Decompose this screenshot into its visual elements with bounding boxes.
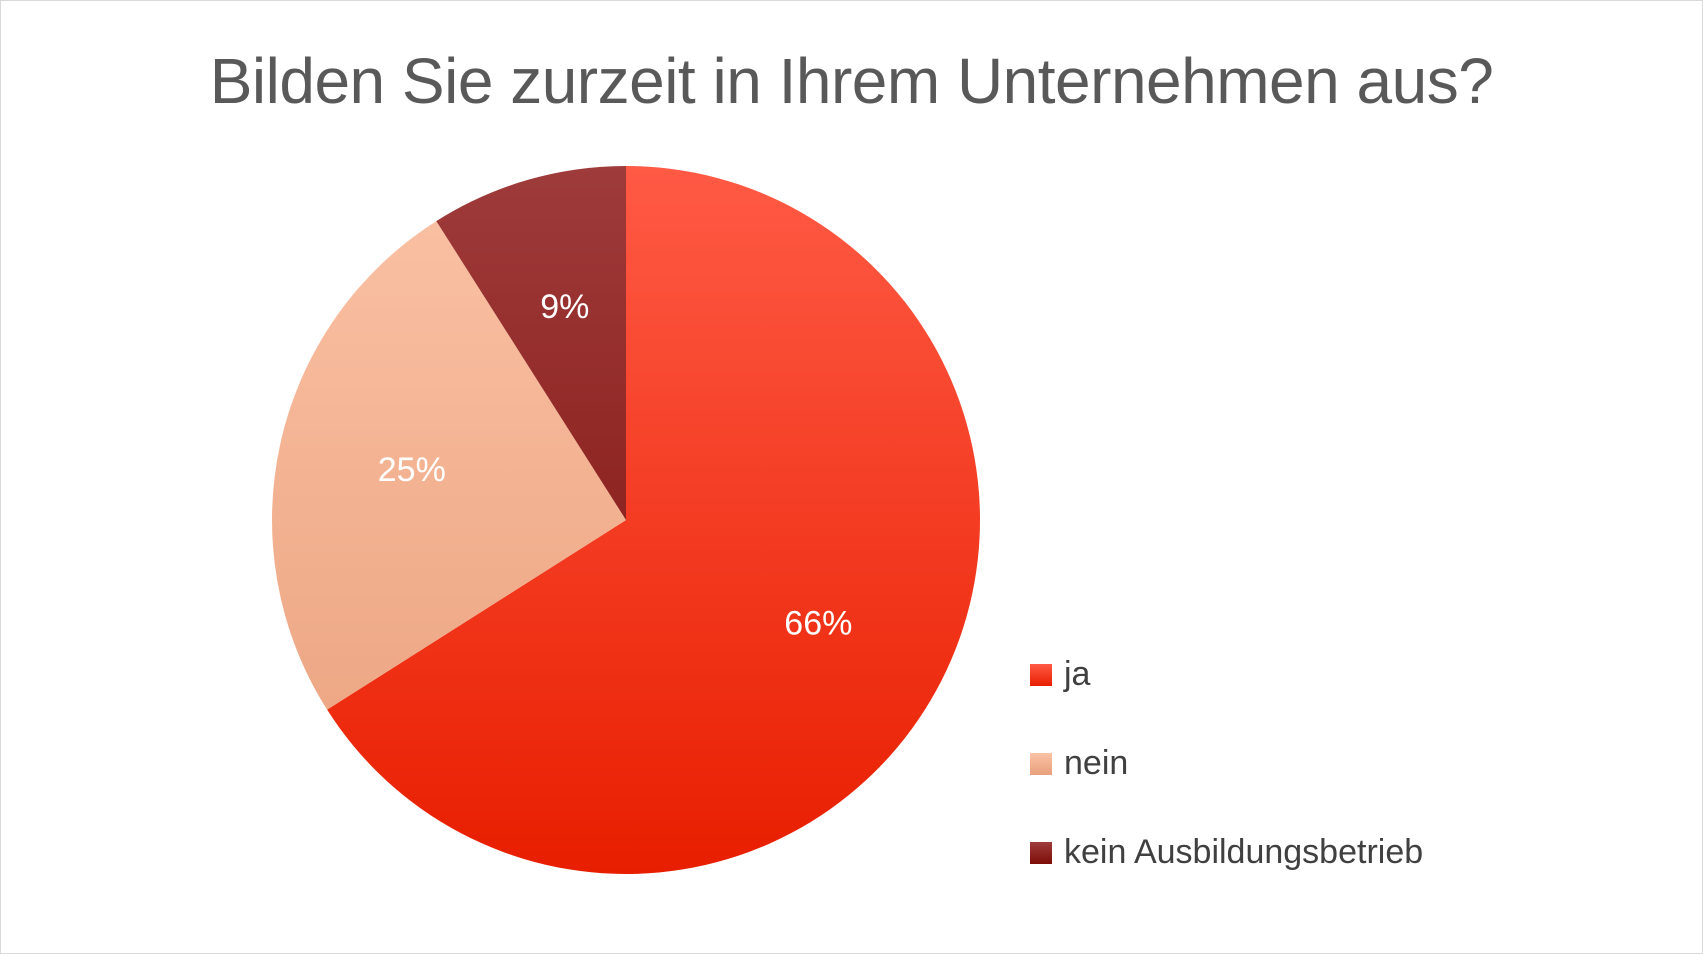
- pie-labels: 66% 25% 9%: [378, 288, 853, 643]
- legend-item-ja: ja: [1030, 630, 1423, 719]
- legend-item-nein: nein: [1030, 719, 1423, 808]
- chart-title: Bilden Sie zurzeit in Ihrem Unternehmen …: [209, 45, 1494, 117]
- legend-swatch-nein: [1030, 752, 1052, 775]
- pie-slice-ja: [327, 166, 980, 875]
- data-label-kein-ausbildungsbetrieb: 9%: [540, 288, 589, 326]
- pie-slice-nein: [272, 221, 626, 710]
- pie-slices: [272, 166, 980, 875]
- pie-slice-kein-ausbildungsbetrieb: [436, 166, 626, 520]
- legend-swatch-ja: [1030, 663, 1052, 686]
- data-label-ja: 66%: [784, 605, 852, 643]
- legend-swatch-kein-ausbildungsbetrieb: [1030, 841, 1052, 864]
- legend-item-kein-ausbildungsbetrieb: kein Ausbildungsbetrieb: [1030, 808, 1423, 897]
- legend-label-nein: nein: [1064, 744, 1129, 782]
- legend-label-kein-ausbildungsbetrieb: kein Ausbildungsbetrieb: [1064, 833, 1424, 871]
- data-label-nein: 25%: [378, 451, 446, 489]
- legend-label-ja: ja: [1064, 655, 1091, 693]
- chart-legend: ja nein kein Ausbildungsbetrieb: [1030, 630, 1423, 897]
